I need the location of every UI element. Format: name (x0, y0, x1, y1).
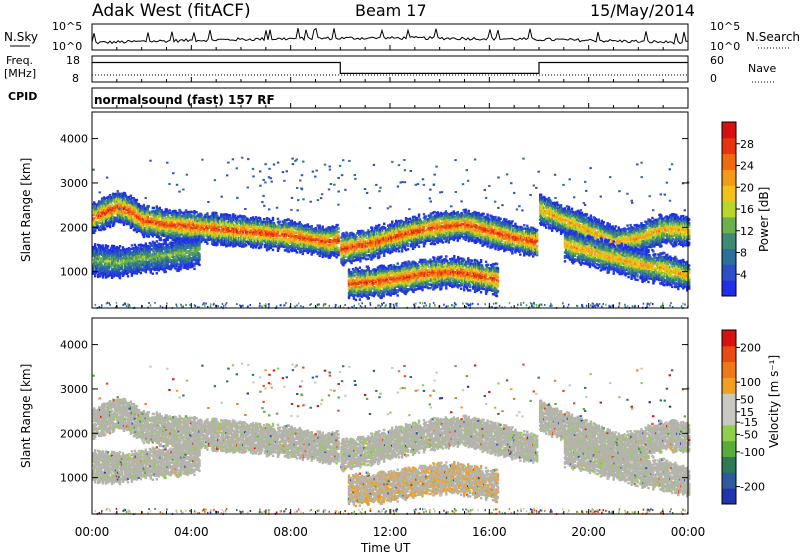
nsky-trace (92, 28, 688, 44)
power-cell (311, 225, 313, 227)
power-cell (245, 244, 247, 246)
power-cell (165, 240, 167, 242)
power-cell (140, 272, 142, 274)
power-cell (206, 242, 208, 244)
nsky-series-line (92, 28, 688, 44)
power-cell (148, 205, 150, 207)
power-cell (315, 227, 317, 229)
power-cell (119, 245, 121, 247)
power-cell (383, 223, 385, 225)
power-cell (158, 219, 160, 221)
power-cell (371, 227, 373, 229)
power-cell (319, 225, 321, 227)
power-cell (102, 244, 104, 246)
power-cell (156, 272, 158, 274)
freq-series-line (92, 63, 688, 74)
power-cell (152, 273, 154, 275)
cpid-text: normalsound (fast) 157 RF (94, 93, 275, 107)
power-cell (337, 231, 339, 233)
power-cell (291, 220, 293, 222)
power-cell (263, 218, 265, 220)
power-cell (134, 244, 136, 246)
power-cell (127, 275, 129, 277)
power-cell (272, 249, 274, 251)
power-cell (193, 268, 195, 270)
freq-unit: [MHz] (4, 67, 36, 80)
power-cell (113, 245, 115, 247)
power-cell (229, 214, 231, 216)
freq-trace (92, 63, 688, 76)
count-tick-right-bottom: 10^0 (710, 40, 740, 53)
power-cell (337, 247, 339, 249)
nave-tick-bottom: 0 (710, 72, 717, 85)
power-cell (335, 256, 337, 258)
power-cell (143, 204, 145, 206)
nsky-label: N.Sky (4, 30, 38, 44)
power-cell (156, 205, 158, 207)
power-cell (198, 264, 200, 266)
power-cell (136, 199, 138, 201)
power-cell (124, 192, 126, 194)
power-cell (315, 241, 317, 243)
power-cell (193, 236, 195, 238)
date-title: 15/May/2014 (590, 1, 695, 20)
power-cell (160, 237, 162, 239)
freq-tick-top: 18 (66, 54, 80, 67)
power-cell (94, 243, 96, 245)
power-cell (272, 217, 274, 219)
power-cell (197, 238, 199, 240)
power-cell (322, 226, 324, 228)
power-cell (130, 195, 132, 197)
power-cell (206, 212, 208, 214)
power-cell (149, 251, 151, 253)
power-cell (237, 228, 239, 230)
power-cell (307, 223, 309, 225)
power-cell (195, 211, 197, 213)
beam-title: Beam 17 (355, 1, 427, 20)
freq-tick-bottom: 8 (72, 72, 79, 85)
station-title: Adak West (fitACF) (92, 1, 251, 21)
power-cell (259, 217, 261, 219)
power-cell (131, 244, 133, 246)
nsearch-label: N.Search (746, 30, 800, 44)
count-tick-left-bottom: 10^0 (52, 40, 82, 53)
power-cell (367, 258, 369, 260)
power-cell (107, 245, 109, 247)
power-heatmap (92, 157, 690, 309)
power-cell (198, 236, 200, 238)
power-cell (104, 228, 106, 230)
power-cell (198, 253, 200, 255)
power-cell (169, 209, 171, 211)
power-cell (159, 207, 161, 209)
power-cell (277, 218, 279, 220)
count-tick-left-top: 10^5 (52, 20, 82, 33)
power-cell (296, 251, 298, 253)
count-tick-right-top: 10^5 (710, 20, 740, 33)
nave-tick-top: 60 (710, 54, 724, 67)
power-cell (391, 221, 393, 223)
power-cell (198, 241, 200, 243)
power-cell (279, 221, 281, 223)
power-cell (200, 214, 202, 216)
power-cell (378, 224, 380, 226)
power-cell (215, 212, 217, 214)
power-cell (173, 221, 175, 223)
power-cell (153, 207, 155, 209)
nave-label: Nave (748, 62, 776, 75)
power-cell (398, 250, 400, 252)
power-cell (234, 215, 236, 217)
power-cell (156, 240, 158, 242)
power-cell (336, 224, 338, 226)
cpid-label: CPID (8, 90, 37, 103)
power-cell (337, 227, 339, 229)
freq-label: Freq. (6, 54, 33, 67)
power-cell (337, 234, 339, 236)
power-cell (255, 246, 257, 248)
power-cell (145, 243, 147, 245)
power-cell (165, 271, 167, 273)
power-cell (218, 229, 220, 231)
